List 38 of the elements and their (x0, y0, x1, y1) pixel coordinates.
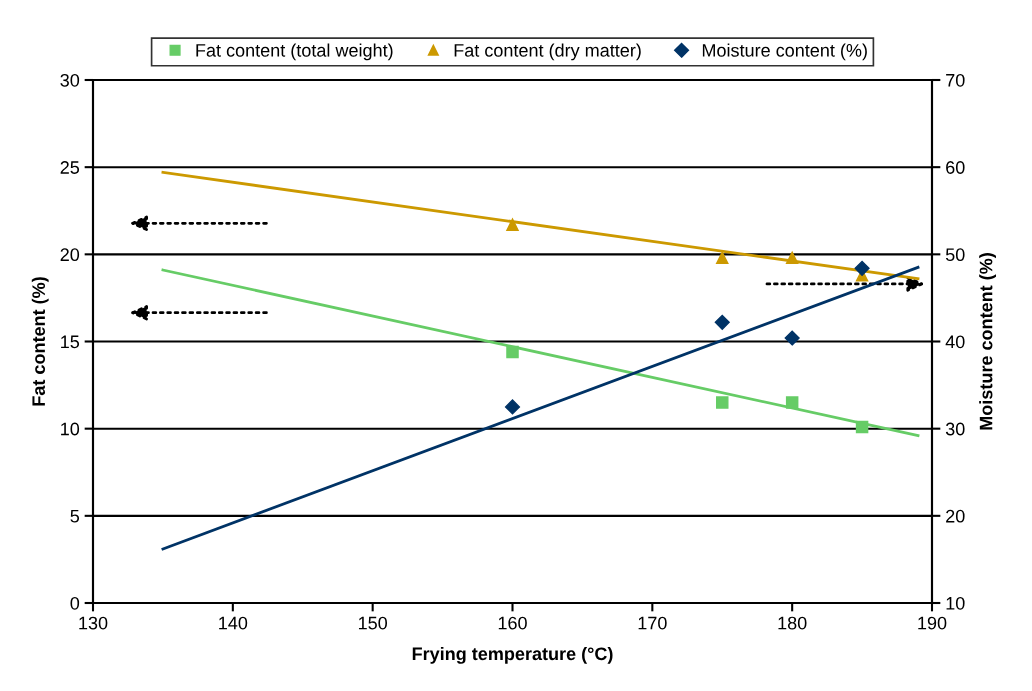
x-tick-label: 150 (358, 616, 388, 630)
y-tick-label: 20 (60, 248, 80, 262)
point (785, 396, 799, 409)
y2-tick-label: 20 (946, 509, 965, 523)
x-tick-label: 190 (918, 616, 947, 630)
point (504, 399, 521, 415)
point (784, 330, 800, 346)
y-tick-label: 25 (60, 161, 80, 174)
x-tick-label: 170 (638, 616, 667, 630)
point (714, 314, 730, 330)
y-tick-label: 5 (70, 509, 80, 523)
y2-tick-label: 30 (945, 422, 965, 436)
y2-tick-label: 40 (945, 335, 965, 349)
legend-label: Moisture content (%) (702, 43, 867, 61)
point (785, 251, 799, 265)
y2-tick-label: 10 (946, 596, 965, 610)
point (854, 260, 870, 276)
y2-tick-label: 50 (945, 248, 965, 262)
y2-tick-label: 70 (946, 73, 965, 87)
point (506, 218, 519, 231)
y-tick-label: 15 (61, 335, 80, 349)
x-axis-title: Frying temperature (°C) (412, 646, 613, 664)
x-tick-label: 180 (778, 616, 807, 630)
y2-tick-label: 60 (946, 161, 965, 174)
y-tick-label: 0 (70, 596, 80, 610)
x-tick-label: 130 (79, 616, 108, 630)
y-tick-label: 10 (61, 422, 80, 436)
x-tick-label: 160 (498, 616, 527, 630)
y2-axis-title: Moisture content (%) (979, 253, 996, 430)
point (715, 396, 729, 409)
point (715, 251, 729, 265)
x-tick-label: 140 (219, 616, 248, 630)
legend-label: Fat content (dry matter) (454, 43, 641, 61)
point (506, 345, 519, 359)
y-tick-label: 30 (60, 73, 80, 87)
legend-label: Fat content (total weight) (196, 43, 393, 61)
point (855, 420, 869, 434)
y-axis-title: Fat content (%) (31, 277, 49, 406)
